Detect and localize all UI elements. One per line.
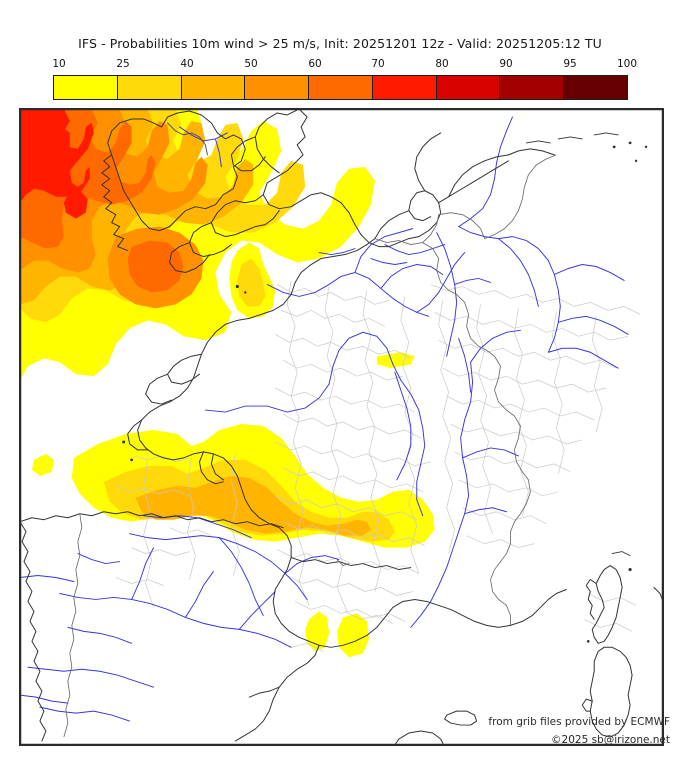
coast-france-west [137, 238, 376, 646]
coast-continent-north [408, 190, 442, 238]
map-vector-layer [20, 109, 663, 745]
colorbar-tick-4: 60 [308, 58, 322, 70]
contour-band-10-25-brittany-offshore [31, 453, 54, 476]
contour-band-10-25-gulf-lion-west [305, 611, 330, 652]
colorbar-segment-50-60 [245, 76, 310, 99]
colorbar-tick-6: 80 [435, 58, 449, 70]
colorbar-segment-60-70 [309, 76, 373, 99]
coast-corsica [591, 565, 623, 644]
coast-spain-north [20, 511, 284, 529]
contour-band-70-80-core-lower [63, 190, 88, 219]
colorbar-segment-40-50 [181, 76, 246, 99]
coast-mallorca [394, 730, 445, 745]
contour-band-25-40-channel [237, 258, 266, 307]
border-northern-ireland [167, 122, 208, 156]
colorbar-segment-10-25 [54, 76, 118, 99]
coast-spain-east [234, 644, 320, 742]
probability-contour-layer [20, 109, 435, 658]
coast-france-med [318, 598, 511, 648]
coastline-layer [20, 109, 663, 745]
colorbar-segment-25-40 [117, 76, 182, 99]
colorbar-tick-1: 25 [116, 58, 130, 70]
colorbar-tick-7: 90 [499, 58, 513, 70]
coast-ireland [107, 110, 246, 232]
colorbar-segment-90-95 [500, 76, 565, 99]
colorbar-tick-5: 70 [371, 58, 385, 70]
colorbar-segment-70-80 [372, 76, 437, 99]
admin-boundaries-layer [115, 280, 641, 652]
colorbar-segment-80-90 [436, 76, 501, 99]
colorbar-tick-labels: 10 25 40 50 60 70 80 90 95 100 [0, 58, 680, 74]
colorbar-tick-8: 95 [563, 58, 577, 70]
rivers-layer [20, 116, 629, 722]
coast-sardinia [589, 646, 633, 738]
border-pyrenees [290, 557, 412, 571]
contour-band-10-25-channel-east [376, 352, 415, 369]
colorbar-tick-9: 100 [616, 58, 638, 70]
contour-band-40-50-cantabrian [135, 475, 371, 536]
national-borders-layer [63, 154, 557, 738]
colorbar-tick-2: 40 [180, 58, 194, 70]
colorbar-segment-95-100 [564, 76, 628, 99]
copyright-attribution: ©2025 sb@irizone.net [551, 734, 670, 746]
contour-band-10-25-gulf-lion-east [337, 613, 369, 658]
colorbar [53, 75, 628, 100]
colorbar-tick-3: 50 [244, 58, 258, 70]
contour-band-60-70-celtic-sea [127, 240, 184, 293]
coast-menorca [444, 710, 478, 726]
colorbar-tick-0: 10 [52, 58, 66, 70]
page-title: IFS - Probabilities 10m wind > 25 m/s, I… [78, 36, 602, 51]
map-canvas[interactable] [19, 108, 664, 746]
data-source-attribution: from grib files provided by ECMWF [488, 716, 670, 728]
map-frame-border [20, 109, 663, 745]
coast-britain [262, 109, 420, 248]
contour-band-70-80-core [37, 124, 70, 163]
